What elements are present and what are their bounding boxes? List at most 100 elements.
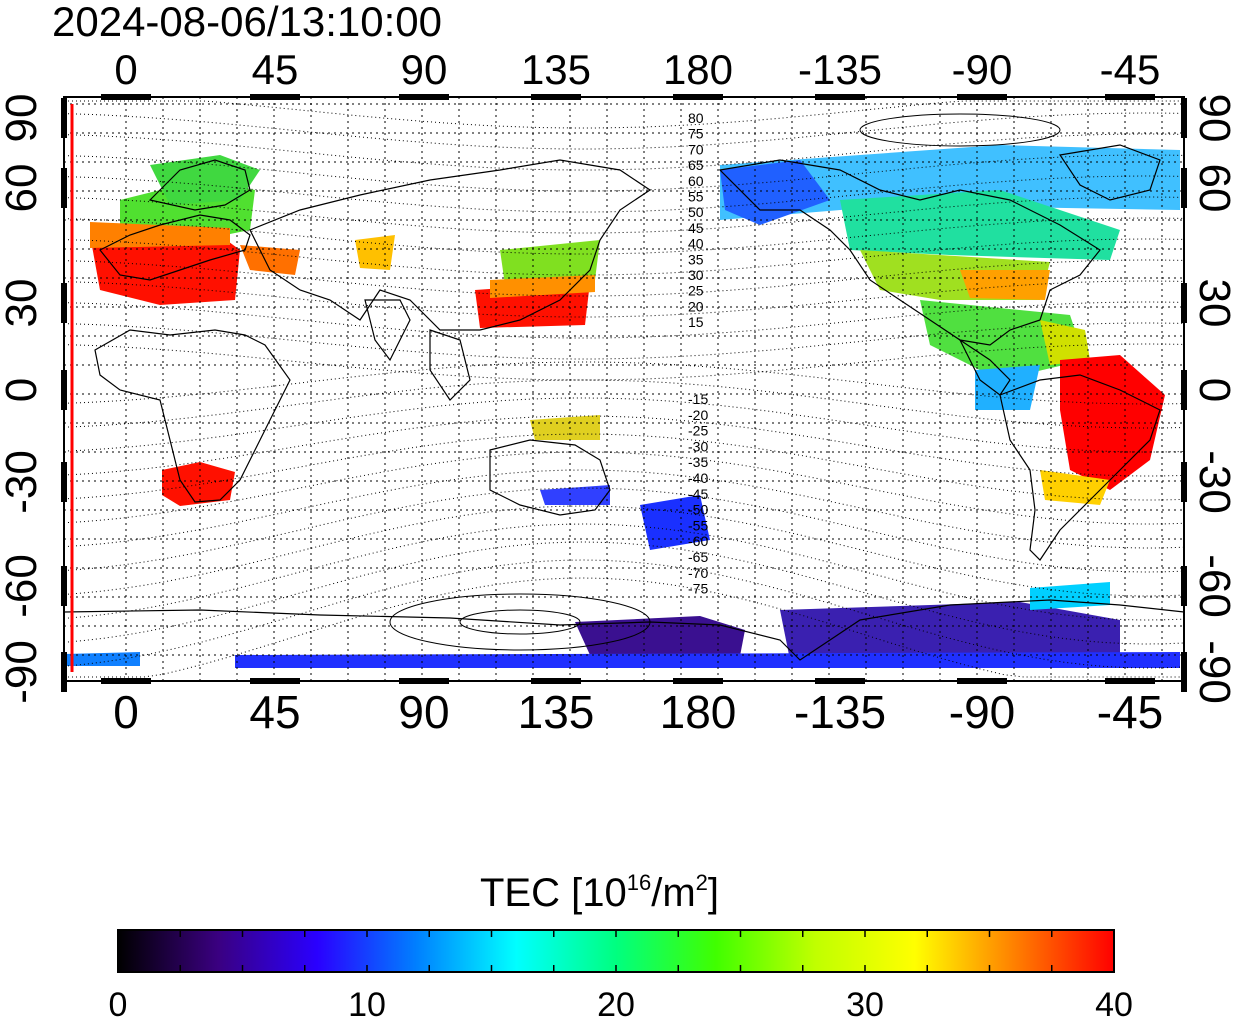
tec-patch-south-africa — [162, 462, 235, 506]
graticule — [64, 97, 1184, 681]
tec-patch-scandinavia — [150, 155, 260, 205]
tec-patch-nz-area — [540, 485, 610, 505]
frame-tick-left — [61, 370, 67, 410]
lat-label-right: 0 — [1190, 378, 1235, 402]
contour-label: -70 — [688, 565, 708, 581]
contour-label: -15 — [688, 391, 708, 407]
frame-tick-bottom — [815, 678, 865, 684]
frame-tick-left — [61, 462, 67, 502]
contour-label: 25 — [688, 283, 704, 299]
contour-label: -65 — [688, 549, 708, 565]
frame-tick-left — [61, 168, 67, 208]
lat-label-left: 90 — [0, 94, 46, 143]
tec-patch-central-asia — [355, 235, 395, 270]
frame-tick-top — [101, 94, 151, 100]
contour-line — [63, 433, 1185, 501]
lon-labels-top: 0 45 90 135 180 -135 -90 -45 — [114, 46, 1160, 93]
coast-europe — [99, 214, 251, 281]
contour-line — [63, 451, 1185, 525]
frame-tick-right — [1181, 168, 1187, 208]
contour-label: 70 — [688, 141, 704, 157]
frame-tick-bottom — [101, 678, 151, 684]
lat-label-left: 60 — [0, 164, 46, 213]
coast-se-asia — [429, 329, 471, 401]
contour-label: -50 — [688, 502, 708, 518]
lon-label-top: -45 — [1100, 46, 1161, 93]
contour-label: 30 — [688, 267, 704, 283]
contour-label: 45 — [688, 220, 704, 236]
tec-patch-canada — [840, 190, 1120, 260]
colorbar-tick-label: 0 — [109, 986, 128, 1021]
contour-line — [63, 523, 1185, 621]
frame-tick-top — [815, 94, 865, 100]
tec-patch-antarctica-band — [235, 652, 1180, 668]
coast-india — [364, 299, 411, 362]
lat-label-right: -90 — [1190, 640, 1235, 704]
frame-tick-top — [957, 94, 1007, 100]
coast-central-america — [958, 338, 1011, 396]
contour-line — [63, 361, 1185, 405]
frame-tick-bottom — [673, 678, 723, 684]
lon-label-top: -135 — [798, 46, 882, 93]
lat-label-left: -90 — [0, 640, 46, 704]
lat-label-right: -30 — [1190, 450, 1235, 514]
frame-tick-right — [1181, 652, 1187, 692]
lat-label-left: 30 — [0, 279, 46, 328]
frame-tick-right — [1181, 283, 1187, 323]
coast-north-america — [718, 159, 1101, 346]
frame-tick-right — [1181, 462, 1187, 502]
contour-label: -40 — [688, 470, 708, 486]
contour-label: 80 — [688, 110, 704, 126]
lon-label-bottom: 180 — [660, 686, 737, 738]
contour-label: 50 — [688, 204, 704, 220]
coastlines — [63, 144, 1185, 661]
lat-labels-right: 90 60 30 0 -30 -60 -90 — [1190, 94, 1235, 704]
colorbar-title: TEC [1016/m2] — [480, 870, 719, 915]
tec-patch-central-america — [975, 365, 1040, 410]
frame-tick-bottom — [399, 678, 449, 684]
contour-label: 15 — [688, 314, 704, 330]
tec-patch-alaska — [720, 160, 830, 225]
coast-greenland — [1058, 144, 1161, 201]
contour-label: 35 — [688, 251, 704, 267]
contour-label: -30 — [688, 438, 708, 454]
tec-patch-caribbean — [1040, 320, 1090, 365]
colorbar-tick-label: 20 — [597, 986, 635, 1021]
tec-patch-south-america — [1060, 355, 1165, 490]
tec-patch-south-america-south — [1040, 470, 1110, 505]
contour-label: -75 — [688, 581, 708, 597]
tec-patch-mexico — [920, 300, 1085, 380]
coast-australia — [489, 439, 611, 516]
frame-tick-top — [250, 94, 300, 100]
coast-antarctica — [63, 599, 1185, 661]
colorbar: TEC [1016/m2] 0 10 20 30 40 — [109, 870, 1133, 1021]
lat-label-right: 90 — [1190, 94, 1235, 143]
frame-tick-top — [531, 94, 581, 100]
coast-south-america — [999, 374, 1161, 561]
lat-label-left: 0 — [0, 378, 46, 402]
tec-patch-europe — [90, 228, 240, 305]
frame-ticks — [61, 94, 1187, 692]
lon-label-top: 135 — [521, 46, 591, 93]
frame-tick-bottom — [250, 678, 300, 684]
contour-line — [64, 577, 1184, 678]
lat-label-left: -30 — [0, 450, 46, 514]
lat-label-right: 60 — [1190, 164, 1235, 213]
frame-tick-bottom — [957, 678, 1007, 684]
coast-asia — [249, 159, 652, 331]
timestamp-title: 2024-08-06/13:10:00 — [52, 0, 442, 45]
tec-patch-south-left — [64, 652, 140, 666]
frame-tick-top — [399, 94, 449, 100]
tec-patch-europe-band — [90, 222, 230, 248]
lon-label-top: 90 — [401, 46, 448, 93]
lon-label-bottom: -90 — [949, 686, 1015, 738]
contour-label: -45 — [688, 486, 708, 502]
frame-tick-left — [61, 283, 67, 323]
tec-patch-middle-east — [240, 245, 300, 275]
frame-tick-bottom — [1105, 678, 1155, 684]
colorbar-ticks — [117, 930, 1115, 972]
tec-patch-north-america-north — [720, 145, 1180, 220]
frame-tick-top — [1105, 94, 1155, 100]
